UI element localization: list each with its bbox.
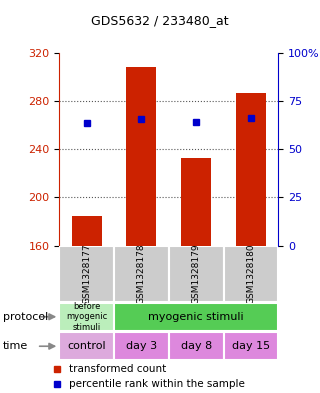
Bar [59, 332, 114, 360]
Bar [59, 303, 114, 331]
Bar [169, 332, 224, 360]
Text: control: control [67, 341, 106, 351]
Bar [181, 158, 211, 246]
Bar [114, 303, 278, 331]
Bar [72, 215, 102, 246]
Text: before
myogenic
stimuli: before myogenic stimuli [66, 302, 107, 332]
Bar [126, 68, 156, 246]
Text: percentile rank within the sample: percentile rank within the sample [69, 379, 245, 389]
Bar [236, 93, 266, 246]
Text: myogenic stimuli: myogenic stimuli [148, 312, 244, 322]
Bar [114, 246, 169, 302]
Bar [224, 246, 278, 302]
Text: day 15: day 15 [232, 341, 270, 351]
Bar [169, 246, 224, 302]
Text: GDS5632 / 233480_at: GDS5632 / 233480_at [91, 14, 229, 27]
Text: transformed count: transformed count [69, 364, 166, 374]
Bar [59, 246, 114, 302]
Bar [114, 332, 169, 360]
Text: GSM1328178: GSM1328178 [137, 243, 146, 304]
Text: protocol: protocol [3, 312, 48, 322]
Text: GSM1328180: GSM1328180 [246, 243, 255, 304]
Text: GSM1328177: GSM1328177 [82, 243, 91, 304]
Text: day 3: day 3 [126, 341, 157, 351]
Bar [224, 332, 278, 360]
Text: day 8: day 8 [180, 341, 212, 351]
Text: GSM1328179: GSM1328179 [192, 243, 201, 304]
Text: time: time [3, 341, 28, 351]
